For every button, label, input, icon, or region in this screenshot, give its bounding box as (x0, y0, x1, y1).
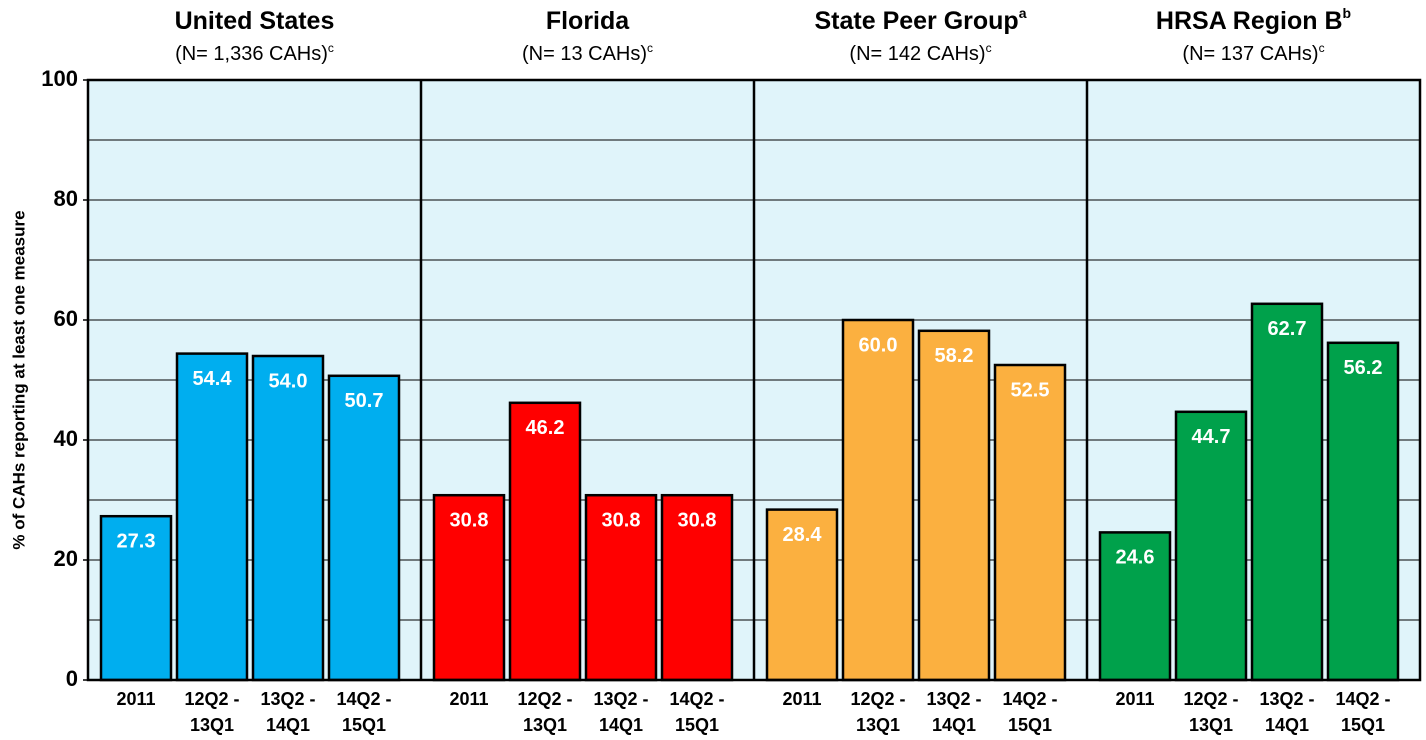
x-tick-label: 14Q2 - (1002, 689, 1057, 709)
value-label: 58.2 (935, 345, 974, 367)
x-tick-label: 12Q2 - (850, 689, 905, 709)
panel-title-text: State Peer Group (814, 7, 1018, 35)
x-tick-label: 13Q2 - (260, 689, 315, 709)
x-tick-label: 15Q1 (675, 715, 719, 735)
x-tick-label: 2011 (782, 689, 821, 709)
y-axis-label: % of CAHs reporting at least one measure (9, 210, 28, 549)
y-tick-label: 20 (54, 546, 78, 571)
x-tick-label: 13Q1 (1189, 715, 1233, 735)
value-label: 54.4 (193, 368, 233, 390)
value-label: 27.3 (117, 530, 156, 552)
value-label: 24.6 (1116, 547, 1155, 569)
value-label: 54.0 (269, 370, 308, 392)
bar (432, 493, 506, 682)
y-tick-label: 60 (54, 306, 78, 331)
y-tick-label: 80 (54, 186, 78, 211)
panel-subtitle-text: (N= 142 CAHs) (849, 43, 985, 65)
x-tick-label: 13Q2 - (926, 689, 981, 709)
panel-title-superscript: b (1343, 5, 1352, 21)
panel-subtitle-text: (N= 1,336 CAHs) (175, 43, 328, 65)
x-tick-label: 15Q1 (1341, 715, 1385, 735)
x-tick-label: 15Q1 (342, 715, 386, 735)
panel-title: United States (175, 7, 335, 35)
value-label: 56.2 (1344, 357, 1383, 379)
panel-title: HRSA Region Bb (1156, 5, 1351, 35)
x-tick-label: 12Q2 - (1183, 689, 1238, 709)
panel-subtitle-text: (N= 137 CAHs) (1182, 43, 1318, 65)
panel-subtitle-text: (N= 13 CAHs) (522, 43, 647, 65)
bar (251, 354, 325, 682)
panel-title: Florida (546, 7, 630, 35)
bar (1174, 410, 1248, 682)
value-label: 44.7 (1192, 426, 1231, 448)
x-tick-label: 2011 (116, 689, 155, 709)
bar (584, 493, 658, 682)
panel-subtitle: (N= 13 CAHs)c (522, 41, 653, 65)
panel-title: State Peer Groupa (814, 5, 1026, 35)
x-tick-label: 14Q2 - (669, 689, 724, 709)
bar (1250, 302, 1324, 682)
panel-subtitle: (N= 142 CAHs)c (849, 41, 991, 65)
value-label: 52.5 (1011, 379, 1050, 401)
bar (99, 514, 173, 682)
bar (765, 508, 839, 682)
x-tick-label: 14Q1 (266, 715, 310, 735)
value-label: 30.8 (602, 509, 641, 531)
x-tick-label: 12Q2 - (517, 689, 572, 709)
x-tick-label: 15Q1 (1008, 715, 1052, 735)
panel-subtitle-superscript: c (647, 41, 653, 55)
value-label: 30.8 (678, 509, 717, 531)
panel-title-text: United States (175, 7, 335, 35)
panel-title-text: HRSA Region B (1156, 7, 1343, 35)
value-label: 62.7 (1268, 318, 1307, 340)
panel-subtitle-superscript: c (328, 41, 334, 55)
bar (175, 352, 249, 682)
plot-frame (86, 78, 1422, 682)
bar (841, 318, 915, 682)
y-tick-label: 100 (41, 66, 78, 91)
value-label: 30.8 (450, 509, 489, 531)
panel-subtitle-superscript: c (1319, 41, 1325, 55)
x-tick-label: 14Q1 (932, 715, 976, 735)
y-tick-label: 0 (66, 666, 78, 691)
x-tick-label: 13Q2 - (1259, 689, 1314, 709)
panel-title-text: Florida (546, 7, 630, 35)
x-tick-label: 14Q1 (599, 715, 643, 735)
x-tick-label: 12Q2 - (184, 689, 239, 709)
bar (508, 401, 582, 682)
bar (660, 493, 734, 682)
value-label: 28.4 (783, 524, 823, 546)
panel-subtitle: (N= 1,336 CAHs)c (175, 41, 334, 65)
value-label: 60.0 (859, 334, 898, 356)
panel-title-superscript: a (1019, 5, 1027, 21)
y-tick-label: 40 (54, 426, 78, 451)
x-tick-label: 14Q2 - (1335, 689, 1390, 709)
bar (327, 374, 401, 682)
x-tick-label: 2011 (1115, 689, 1154, 709)
x-tick-label: 13Q1 (856, 715, 900, 735)
panel-subtitle: (N= 137 CAHs)c (1182, 41, 1324, 65)
x-tick-label: 14Q1 (1265, 715, 1309, 735)
bar (993, 363, 1067, 682)
value-label: 46.2 (526, 417, 565, 439)
x-tick-label: 2011 (449, 689, 488, 709)
panel-subtitle-superscript: c (986, 41, 992, 55)
value-label: 50.7 (345, 390, 384, 412)
x-tick-label: 13Q1 (190, 715, 234, 735)
x-tick-label: 14Q2 - (336, 689, 391, 709)
bar (917, 329, 991, 682)
x-tick-label: 13Q1 (523, 715, 567, 735)
bar (1326, 341, 1400, 682)
x-tick-label: 13Q2 - (593, 689, 648, 709)
